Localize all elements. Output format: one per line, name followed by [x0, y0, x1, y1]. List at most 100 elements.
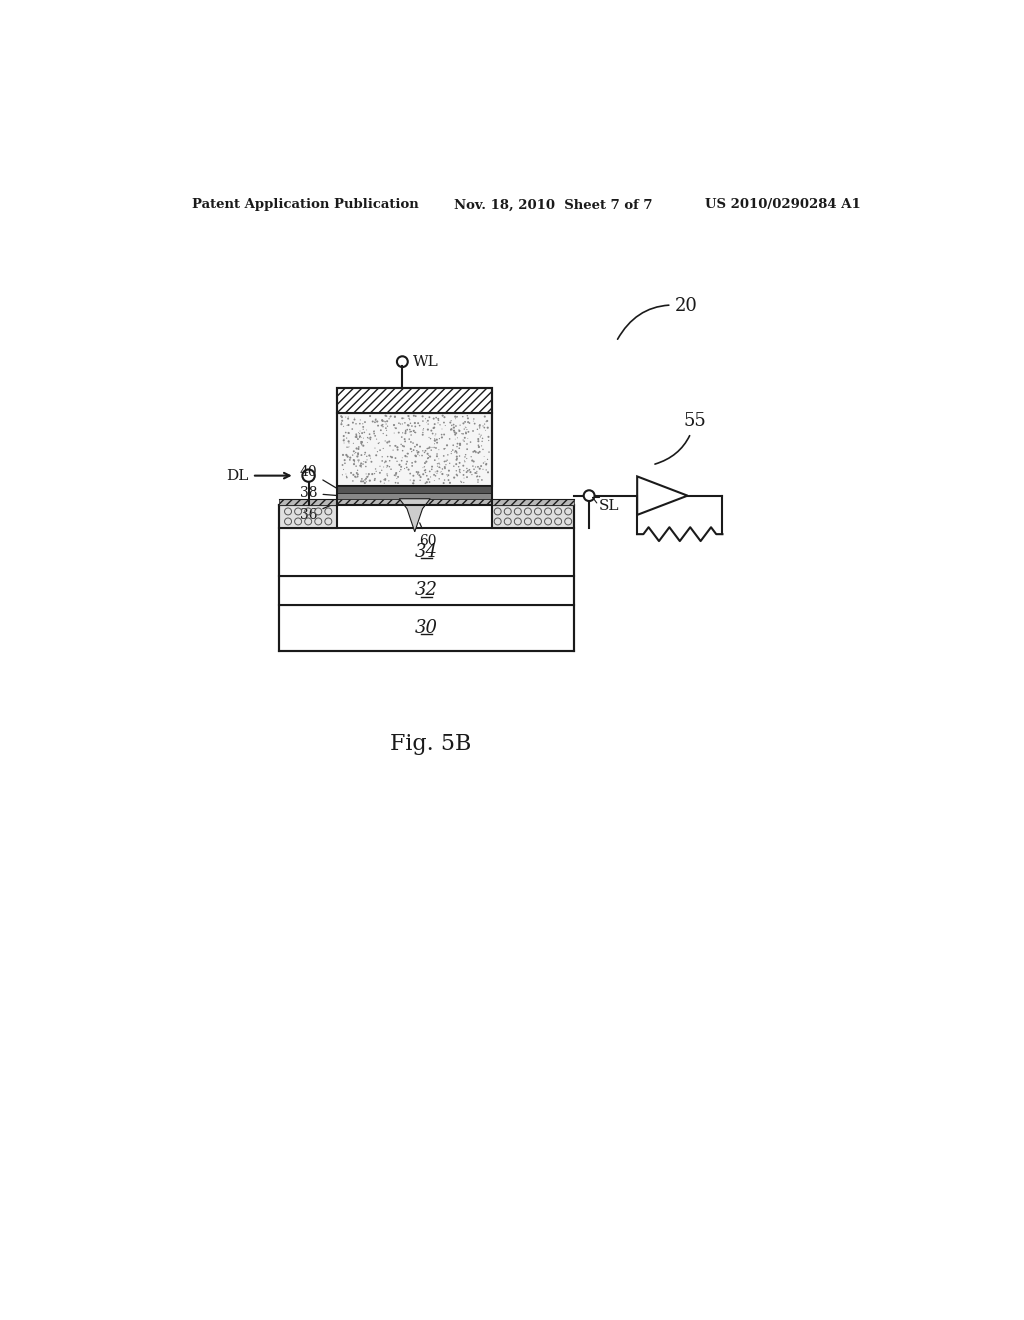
Point: [399, 451, 416, 473]
Point: [340, 446, 356, 467]
Point: [397, 420, 414, 441]
Point: [443, 411, 460, 432]
Point: [470, 457, 486, 478]
Point: [412, 465, 428, 486]
Point: [406, 405, 422, 426]
Point: [410, 413, 426, 434]
Point: [424, 457, 440, 478]
Point: [427, 430, 443, 451]
Point: [474, 430, 490, 451]
Point: [414, 445, 430, 466]
Point: [430, 409, 446, 430]
Point: [372, 432, 388, 453]
Point: [460, 461, 476, 482]
Point: [342, 449, 358, 470]
Point: [377, 470, 393, 491]
Point: [334, 407, 350, 428]
Point: [435, 473, 452, 494]
Point: [368, 458, 384, 479]
Point: [338, 407, 354, 428]
Point: [350, 422, 367, 444]
Point: [399, 444, 416, 465]
Point: [455, 407, 471, 428]
Point: [400, 405, 417, 426]
Point: [469, 442, 485, 463]
Point: [381, 470, 397, 491]
Point: [368, 409, 384, 430]
Point: [368, 445, 384, 466]
Point: [480, 426, 497, 447]
Point: [341, 437, 357, 458]
Point: [334, 411, 350, 432]
Point: [461, 459, 477, 480]
Point: [432, 414, 449, 436]
Point: [339, 414, 355, 436]
Point: [380, 446, 396, 467]
Point: [430, 408, 446, 429]
Point: [339, 428, 355, 449]
Point: [420, 411, 436, 432]
Point: [452, 438, 468, 459]
Point: [350, 451, 367, 473]
Point: [397, 422, 414, 444]
Text: 36: 36: [300, 503, 336, 521]
Point: [339, 467, 355, 488]
Point: [360, 428, 377, 449]
Point: [376, 473, 392, 494]
Point: [402, 463, 419, 484]
Point: [478, 459, 495, 480]
Point: [346, 444, 362, 465]
Point: [387, 465, 403, 486]
Point: [479, 449, 496, 470]
Point: [460, 408, 476, 429]
Point: [388, 462, 404, 483]
Point: [340, 422, 356, 444]
Text: 40: 40: [300, 465, 337, 488]
Point: [389, 440, 406, 461]
Point: [466, 459, 482, 480]
Point: [467, 413, 483, 434]
Point: [440, 470, 457, 491]
Point: [436, 457, 453, 478]
Point: [449, 461, 465, 482]
Point: [406, 420, 422, 441]
Point: [473, 436, 489, 457]
Point: [445, 420, 462, 441]
Point: [464, 450, 480, 471]
Point: [355, 451, 372, 473]
Point: [415, 424, 431, 445]
Point: [351, 424, 368, 445]
Point: [465, 420, 481, 441]
Point: [428, 437, 444, 458]
Point: [378, 420, 394, 441]
Point: [352, 409, 369, 430]
Point: [476, 446, 493, 467]
Point: [444, 440, 461, 461]
Point: [398, 453, 415, 474]
Point: [376, 469, 392, 490]
Point: [470, 429, 486, 450]
Point: [406, 465, 422, 486]
Point: [434, 463, 451, 484]
Point: [392, 413, 409, 434]
Point: [397, 421, 414, 442]
Point: [419, 438, 435, 459]
Point: [415, 422, 431, 444]
Point: [393, 457, 410, 478]
Point: [349, 466, 366, 487]
Point: [456, 413, 472, 434]
Point: [354, 432, 371, 453]
Bar: [337, 492, 493, 499]
Point: [466, 451, 482, 473]
Point: [469, 466, 485, 487]
Point: [394, 440, 411, 461]
Point: [336, 416, 352, 437]
Text: Patent Application Publication: Patent Application Publication: [193, 198, 419, 211]
Point: [348, 467, 365, 488]
Point: [365, 411, 381, 432]
Point: [480, 462, 497, 483]
Point: [401, 418, 418, 440]
Point: [402, 421, 419, 442]
Point: [449, 442, 465, 463]
Point: [412, 414, 428, 436]
